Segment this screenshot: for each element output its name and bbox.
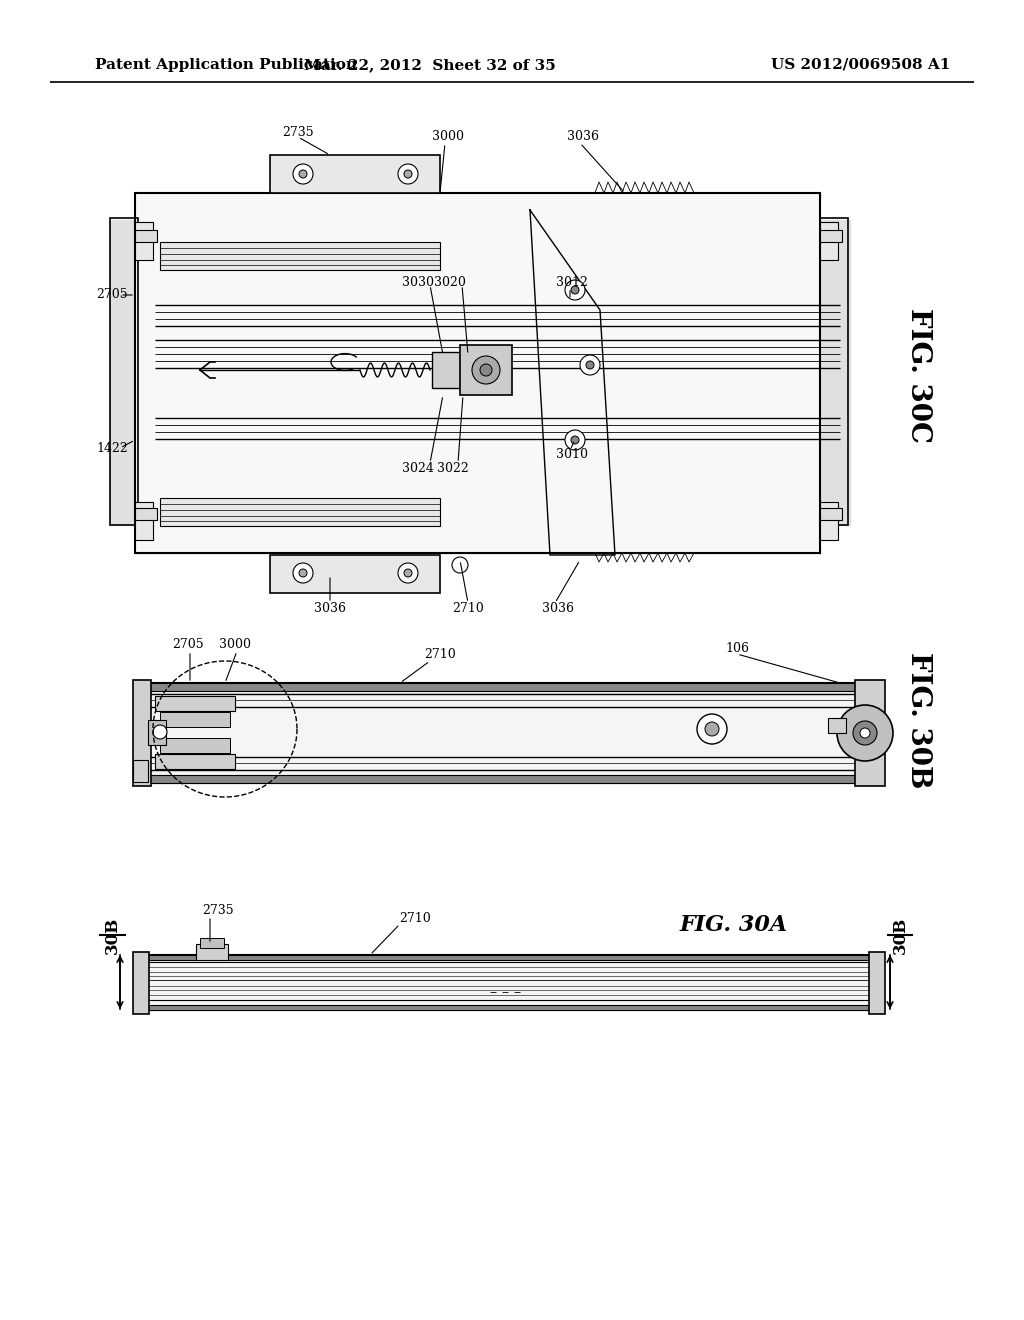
Bar — [155, 696, 234, 711]
Text: 2705: 2705 — [172, 639, 204, 652]
Text: 3010: 3010 — [556, 449, 588, 462]
Text: 2705: 2705 — [96, 289, 128, 301]
Text: FIG. 30A: FIG. 30A — [680, 913, 788, 936]
Bar — [820, 218, 848, 525]
Text: 30B: 30B — [892, 916, 908, 953]
Circle shape — [293, 564, 313, 583]
Circle shape — [860, 729, 870, 738]
Bar — [145, 682, 870, 690]
Bar — [160, 738, 230, 752]
Circle shape — [299, 170, 307, 178]
Bar — [145, 1005, 870, 1010]
Circle shape — [837, 705, 893, 762]
Text: 3036: 3036 — [314, 602, 346, 615]
Circle shape — [853, 721, 877, 744]
Text: 3020: 3020 — [434, 276, 466, 289]
Bar — [196, 944, 228, 960]
Text: Patent Application Publication: Patent Application Publication — [95, 58, 357, 73]
Bar — [270, 554, 440, 593]
Bar — [828, 718, 846, 733]
Bar — [110, 218, 138, 525]
Bar — [135, 546, 820, 553]
Bar — [135, 508, 157, 520]
Bar — [133, 760, 148, 781]
Polygon shape — [820, 220, 850, 525]
Bar — [432, 352, 460, 388]
Circle shape — [580, 355, 600, 375]
Text: 106: 106 — [725, 642, 749, 655]
Text: 3022: 3022 — [437, 462, 469, 474]
Circle shape — [565, 430, 585, 450]
Circle shape — [293, 164, 313, 183]
Bar — [200, 939, 224, 948]
Text: FIG. 30B: FIG. 30B — [905, 652, 932, 788]
Text: 30B: 30B — [103, 916, 121, 953]
Bar — [145, 682, 870, 783]
Bar — [160, 242, 440, 271]
Polygon shape — [110, 220, 135, 525]
Text: 2710: 2710 — [453, 602, 484, 615]
Bar — [133, 952, 150, 1014]
Circle shape — [299, 569, 307, 577]
Bar — [155, 754, 234, 770]
Bar — [820, 222, 838, 260]
Circle shape — [705, 722, 719, 737]
Circle shape — [586, 360, 594, 370]
Bar — [460, 345, 512, 395]
Bar — [855, 680, 885, 785]
Circle shape — [153, 725, 167, 739]
Bar — [820, 502, 838, 540]
Text: 2735: 2735 — [283, 125, 313, 139]
Circle shape — [398, 564, 418, 583]
Circle shape — [398, 164, 418, 183]
Text: 1422: 1422 — [96, 441, 128, 454]
Circle shape — [480, 364, 492, 376]
Bar — [135, 222, 153, 260]
Bar — [160, 498, 440, 525]
Circle shape — [571, 286, 579, 294]
Bar — [820, 230, 842, 242]
Text: 2710: 2710 — [399, 912, 431, 924]
Text: 3030: 3030 — [402, 276, 434, 289]
Text: 3036: 3036 — [542, 602, 574, 615]
Bar — [145, 954, 870, 960]
Bar — [135, 193, 820, 553]
Polygon shape — [530, 210, 615, 554]
Bar — [145, 775, 870, 783]
Bar — [820, 508, 842, 520]
Text: 2710: 2710 — [424, 648, 456, 661]
Bar — [135, 193, 820, 201]
Text: 3024: 3024 — [402, 462, 434, 474]
Text: FIG. 30C: FIG. 30C — [905, 308, 932, 442]
Circle shape — [472, 356, 500, 384]
Bar — [133, 680, 151, 785]
Text: Mar. 22, 2012  Sheet 32 of 35: Mar. 22, 2012 Sheet 32 of 35 — [304, 58, 556, 73]
Bar — [135, 230, 157, 242]
Bar — [145, 954, 870, 1010]
Bar — [135, 502, 153, 540]
Bar — [869, 952, 885, 1014]
Text: 3000: 3000 — [432, 131, 464, 144]
Bar — [148, 719, 166, 744]
Circle shape — [697, 714, 727, 744]
Circle shape — [565, 280, 585, 300]
Circle shape — [571, 436, 579, 444]
Bar — [160, 711, 230, 727]
Text: US 2012/0069508 A1: US 2012/0069508 A1 — [771, 58, 950, 73]
Circle shape — [404, 569, 412, 577]
Bar — [270, 154, 440, 193]
Text: 2735: 2735 — [202, 903, 233, 916]
Text: 3036: 3036 — [567, 131, 599, 144]
Text: 3012: 3012 — [556, 276, 588, 289]
Text: 3000: 3000 — [219, 639, 251, 652]
Circle shape — [404, 170, 412, 178]
